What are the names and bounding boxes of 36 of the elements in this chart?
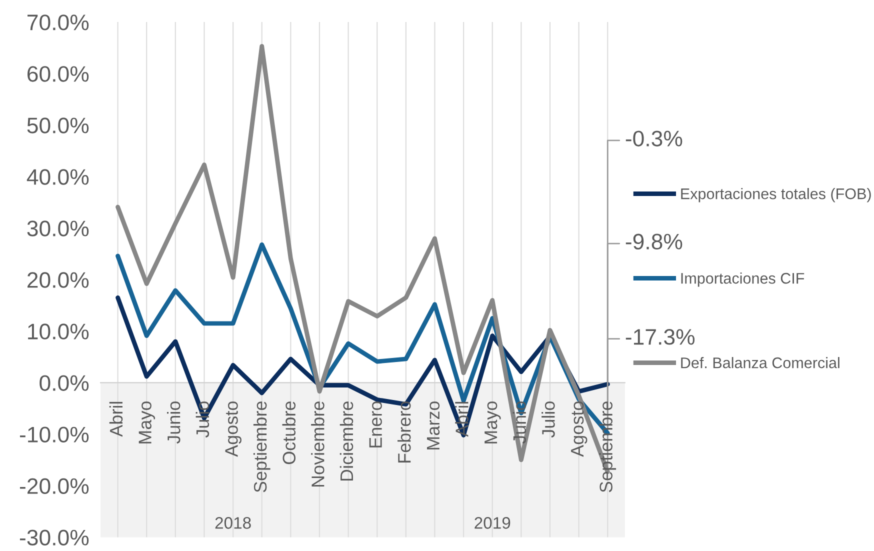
x-tick-label: Junio [167, 401, 180, 444]
x-tick-label: Septiembre [599, 402, 616, 492]
y-tick-label: -20.0% [20, 478, 89, 494]
y-tick-label: 0.0% [40, 375, 89, 391]
x-tick-label: Diciembre [340, 402, 354, 481]
x-tick-label: Abril [109, 402, 123, 437]
data-label: -9.8% [626, 234, 682, 250]
y-tick-label: 10.0% [28, 324, 89, 340]
legend-label: Def. Balanza Comercial [681, 357, 840, 368]
x-tick-label: Mayo [138, 401, 156, 444]
x-tick-label: Febrero [398, 401, 411, 462]
y-tick-label: 20.0% [28, 272, 89, 288]
x-tick-label: Octubre [282, 402, 296, 464]
legend-label: Importaciones CIF [681, 272, 804, 287]
legend-label: Exportaciones totales (FOB) [681, 188, 871, 202]
x-tick-label: Abril [455, 402, 468, 437]
y-tick-label: 60.0% [28, 66, 89, 82]
x-tick-label: Noviembre [311, 402, 324, 487]
x-tick-label: Septiembre [253, 402, 270, 492]
y-tick-label: 50.0% [27, 118, 89, 134]
x-tick-label: Julio [542, 401, 555, 438]
x-tick-label: Mayo [484, 401, 501, 444]
x-tick-label: Agosto [571, 401, 588, 457]
y-tick-label: 40.0% [26, 169, 89, 185]
y-tick-label: -30.0% [20, 530, 89, 546]
y-tick-label: 70.0% [28, 14, 89, 30]
data-label: -17.3% [626, 329, 695, 345]
x-tick-label: Julio [196, 401, 210, 438]
y-tick-label: 30.0% [27, 220, 89, 236]
x-tick-label: Agosto [225, 401, 242, 457]
annotation: 2018 [215, 517, 251, 529]
annotation: 2019 [474, 517, 510, 529]
y-tick-label: -10.0% [20, 426, 89, 442]
x-tick-label: Enero [369, 401, 382, 448]
data-label: -0.3% [626, 130, 682, 146]
x-tick-label: Marzo [426, 401, 440, 450]
